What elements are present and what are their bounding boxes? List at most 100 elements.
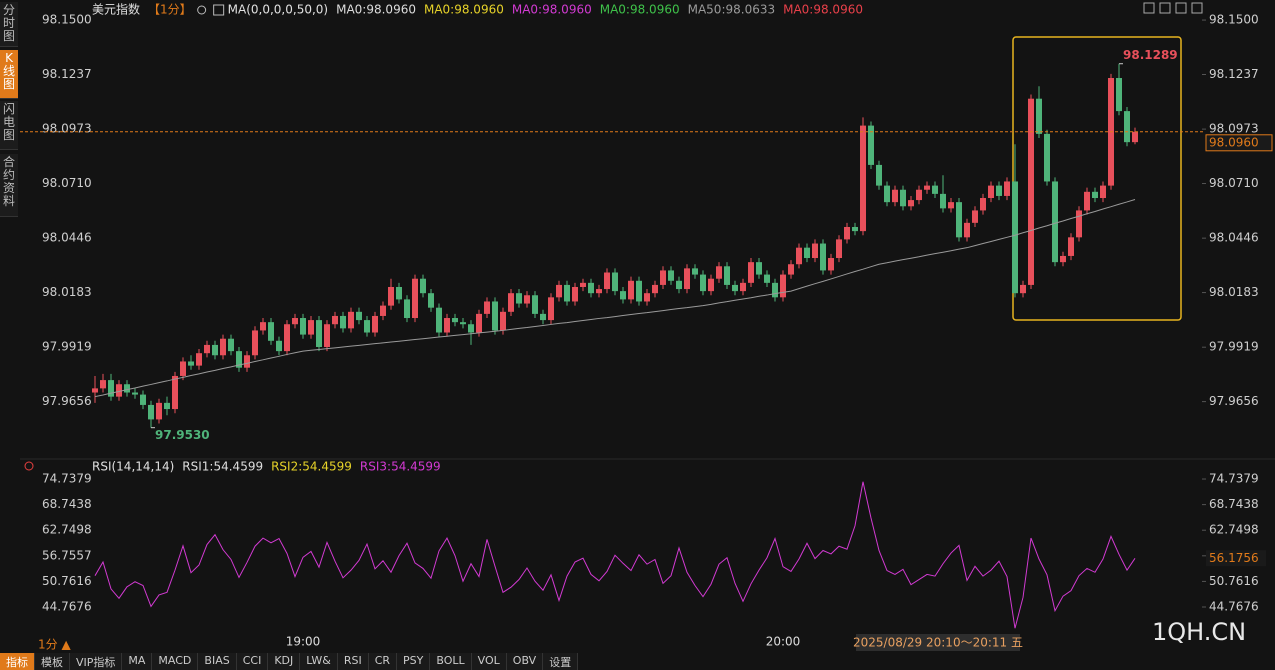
y-tick-label: 98.0973: [42, 122, 92, 136]
candle-body: [532, 295, 538, 314]
candle-body: [676, 280, 682, 290]
toolbar-tab[interactable]: 模板: [35, 653, 70, 670]
candle-body: [1068, 237, 1074, 256]
legend-item: MA0:98.0960: [512, 3, 592, 17]
candle-body: [828, 258, 834, 271]
candle-body: [652, 284, 658, 294]
toolbar-tab[interactable]: CCI: [236, 653, 269, 670]
candle-body: [716, 266, 722, 279]
candle-body: [612, 272, 618, 292]
candle-body: [820, 243, 826, 271]
candle-body: [236, 351, 242, 368]
toolbar-tab[interactable]: 指标: [0, 653, 35, 670]
tab[interactable]: K线图: [0, 50, 18, 99]
candle-body: [132, 392, 138, 395]
candle-body: [860, 125, 866, 232]
series-line: [94, 481, 1136, 629]
candle-body: [140, 394, 146, 405]
candle-body: [420, 278, 426, 294]
toolbar-tab[interactable]: LW&: [300, 653, 338, 670]
last-price-label: 98.0960: [1209, 135, 1259, 149]
y-tick-label: 98.1237: [42, 67, 92, 81]
indicator-icon[interactable]: [24, 461, 34, 471]
toolbar-tab[interactable]: BIAS: [198, 653, 237, 670]
candle-body: [1092, 191, 1098, 199]
toolbar-tab[interactable]: PSY: [397, 653, 431, 670]
legend-item: RSI3:54.4599: [360, 460, 441, 474]
ma-icon: [213, 4, 225, 16]
tab[interactable]: 闪电图: [0, 101, 18, 150]
candle-body: [444, 318, 450, 333]
toolbar-tab[interactable]: RSI: [337, 653, 369, 670]
y-tick-label: 50.7616: [1209, 574, 1259, 588]
candle-body: [844, 226, 850, 240]
toolbar-tab[interactable]: MACD: [152, 653, 199, 670]
x-tick-label: 20:00: [766, 635, 801, 649]
window-icons: [1143, 2, 1203, 14]
legend-item: RSI2:54.4599: [271, 460, 352, 474]
series-line: [94, 198, 1136, 398]
candle-body: [1020, 284, 1026, 294]
y-tick-label: 98.0710: [42, 176, 92, 190]
candle-body: [100, 380, 106, 389]
candle-body: [868, 125, 874, 165]
icon[interactable]: [1191, 2, 1203, 14]
y-tick-label: 98.0183: [1209, 285, 1259, 299]
candle-body: [452, 318, 458, 323]
y-tick-label: 56.7557: [42, 548, 92, 562]
x-tick-label: 19:00: [286, 635, 321, 649]
candle-body: [428, 293, 434, 308]
y-tick-label: 98.0446: [1209, 231, 1259, 245]
candle-body: [188, 361, 194, 366]
candle-body: [124, 384, 130, 393]
legend-item: MA0:98.0960: [600, 3, 680, 17]
toolbar-tab[interactable]: BOLL: [430, 653, 472, 670]
candle-body: [572, 286, 578, 302]
candle-body: [908, 200, 914, 207]
icon[interactable]: [1159, 2, 1171, 14]
toolbar-tab[interactable]: VOL: [471, 653, 507, 670]
candle-body: [972, 210, 978, 223]
toolbar-tab[interactable]: CR: [368, 653, 398, 670]
toolbar-tab[interactable]: VIP指标: [70, 653, 123, 670]
toolbar-tab[interactable]: OBV: [506, 653, 544, 670]
candle-body: [284, 324, 290, 352]
candle-body: [228, 338, 234, 352]
y-tick-label: 98.0973: [1209, 122, 1259, 136]
period-switch[interactable]: 1分 ▲: [38, 638, 71, 652]
candle-body: [196, 353, 202, 366]
tab[interactable]: 分时图: [0, 2, 18, 47]
candle-body: [1076, 210, 1082, 238]
y-tick-label: 97.9919: [42, 340, 92, 354]
toolbar-tab[interactable]: MA: [122, 653, 153, 670]
candle-body: [1036, 98, 1042, 134]
candle-body: [884, 185, 890, 203]
candle-body: [892, 189, 898, 203]
candle-body: [260, 322, 266, 331]
legend-item: MA50:98.0633: [688, 3, 776, 17]
candle-body: [332, 315, 338, 325]
candle-body: [932, 185, 938, 194]
toolbar-tab[interactable]: 设置: [543, 653, 579, 670]
y-tick-label: 62.7498: [1209, 523, 1259, 537]
candle-body: [1012, 181, 1018, 294]
candle-body: [380, 305, 386, 316]
candle-body: [956, 202, 962, 238]
toolbar-tab[interactable]: KDJ: [268, 653, 301, 670]
icon[interactable]: [1143, 2, 1155, 14]
icon[interactable]: [1175, 2, 1187, 14]
candle-body: [404, 299, 410, 319]
candle-body: [1060, 255, 1066, 263]
period-icon: [197, 5, 207, 15]
candle-body: [732, 284, 738, 292]
candle-body: [252, 330, 258, 356]
tab[interactable]: 合约资料: [0, 154, 18, 217]
y-tick-label: 98.0446: [42, 231, 92, 245]
candle-body: [764, 274, 770, 283]
candle-body: [788, 264, 794, 275]
legend-item: MA0:98.0960: [336, 3, 416, 17]
candle-body: [836, 239, 842, 259]
candle-body: [556, 284, 562, 298]
candle-body: [948, 202, 954, 209]
y-tick-label: 98.0710: [1209, 176, 1259, 190]
